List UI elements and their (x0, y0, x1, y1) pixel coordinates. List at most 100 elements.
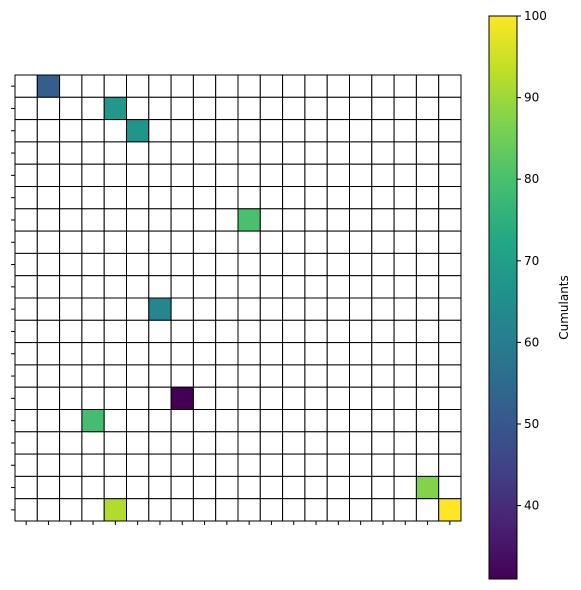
heatmap-cell (259, 252, 284, 277)
heatmap-cell (81, 186, 105, 210)
heatmap-cell (259, 319, 284, 344)
heatmap-cell (438, 163, 462, 187)
heatmap-cell (393, 230, 417, 254)
heatmap-cell (126, 74, 150, 98)
heatmap-cell (393, 186, 417, 210)
heatmap-cell (282, 386, 306, 411)
heatmap-cell (415, 252, 440, 277)
heatmap-cell (259, 230, 284, 254)
heatmap-cell (282, 208, 306, 232)
heatmap-cell (81, 431, 105, 455)
heatmap-cell (282, 230, 306, 254)
heatmap-cell (126, 297, 150, 321)
heatmap-cell (148, 342, 172, 366)
heatmap-cell (192, 252, 217, 277)
heatmap-cell (438, 141, 462, 165)
heatmap-cell (170, 119, 194, 143)
heatmap-cell (415, 409, 440, 433)
heatmap-cell (148, 208, 172, 232)
heatmap-cell (103, 364, 127, 388)
heatmap-cell (59, 453, 83, 477)
heatmap-cell (415, 275, 440, 299)
heatmap-cell (438, 74, 462, 98)
heatmap-cell (371, 74, 395, 98)
heatmap-cell (126, 141, 150, 165)
heatmap-cell (81, 230, 105, 254)
heatmap-cell (415, 297, 440, 321)
heatmap-cell (81, 498, 105, 522)
heatmap-cell (237, 297, 261, 321)
heatmap-cell (192, 475, 217, 500)
heatmap-cell (148, 186, 172, 210)
heatmap-cell (371, 386, 395, 411)
heatmap-cell (393, 364, 417, 388)
heatmap-cell (371, 252, 395, 277)
heatmap-cell (215, 163, 239, 187)
heatmap-cell (259, 119, 284, 143)
heatmap-cell (192, 319, 217, 344)
heatmap-cell (36, 364, 61, 388)
heatmap-cell (103, 141, 127, 165)
heatmap-cell (126, 364, 150, 388)
heatmap-cell (215, 364, 239, 388)
heatmap-cell (170, 252, 194, 277)
heatmap-cell (393, 163, 417, 187)
heatmap-cell (282, 141, 306, 165)
heatmap-cell (148, 319, 172, 344)
heatmap-cell (259, 453, 284, 477)
heatmap-cell (415, 96, 440, 121)
heatmap-cell (349, 96, 373, 121)
heatmap-cell (192, 74, 217, 98)
heatmap-cell (415, 319, 440, 344)
heatmap-cell (259, 208, 284, 232)
heatmap-cell (415, 74, 440, 98)
heatmap-cell (349, 319, 373, 344)
heatmap-cell (282, 342, 306, 366)
heatmap-cell (304, 230, 328, 254)
heatmap-cell (282, 409, 306, 433)
heatmap-cell (59, 498, 83, 522)
heatmap-cell (237, 141, 261, 165)
heatmap-cell (215, 208, 239, 232)
heatmap-cell (282, 186, 306, 210)
heatmap-cell (259, 431, 284, 455)
heatmap-cell (415, 186, 440, 210)
heatmap-cell (371, 364, 395, 388)
heatmap-cell (126, 275, 150, 299)
heatmap-cell (59, 342, 83, 366)
heatmap-cell-filled (103, 498, 127, 522)
heatmap-cell (126, 319, 150, 344)
heatmap-cell (371, 230, 395, 254)
heatmap-cell (326, 208, 351, 232)
heatmap-cell (170, 163, 194, 187)
heatmap-cell (349, 475, 373, 500)
heatmap-cell (59, 74, 83, 98)
heatmap-cell (349, 342, 373, 366)
heatmap-cell (148, 119, 172, 143)
heatmap-cell (36, 119, 61, 143)
heatmap-cell (36, 230, 61, 254)
heatmap-cell (282, 453, 306, 477)
heatmap-cell (215, 475, 239, 500)
heatmap-cell (259, 297, 284, 321)
heatmap-cell (170, 498, 194, 522)
heatmap-cell (237, 409, 261, 433)
heatmap-cell (371, 297, 395, 321)
heatmap-cell (304, 431, 328, 455)
heatmap-cell (59, 275, 83, 299)
heatmap-cell (326, 119, 351, 143)
heatmap-cell (438, 431, 462, 455)
heatmap-cell (126, 96, 150, 121)
heatmap-cell (81, 141, 105, 165)
heatmap-cell (59, 163, 83, 187)
heatmap-cell (170, 74, 194, 98)
heatmap-cell (282, 96, 306, 121)
heatmap-cell (393, 409, 417, 433)
heatmap-cell (415, 498, 440, 522)
heatmap-cell (14, 230, 38, 254)
heatmap-cell (148, 96, 172, 121)
heatmap-cell (14, 208, 38, 232)
heatmap-cell (81, 475, 105, 500)
heatmap-cell (170, 409, 194, 433)
